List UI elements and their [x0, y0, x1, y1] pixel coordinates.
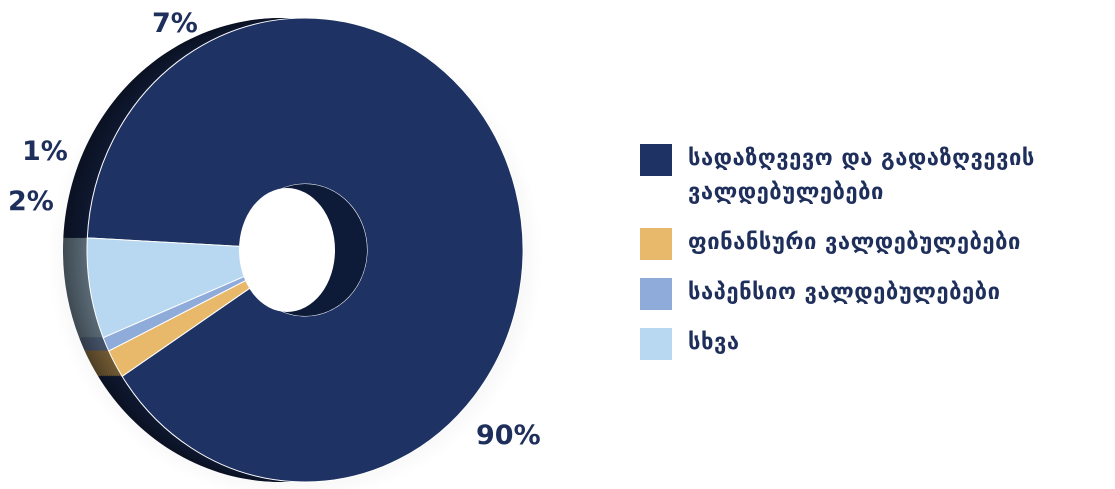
legend-label-financial: ფინანსური ვალდებულებები — [688, 230, 1021, 255]
legend-swatch-pension — [640, 278, 672, 310]
legend-label-pension: საპენსიო ვალდებულებები — [688, 280, 1001, 305]
legend-item-financial: ფინანსური ვალდებულებები — [640, 226, 1110, 260]
legend-item-pension: საპენსიო ვალდებულებები — [640, 276, 1110, 310]
legend-item-other: სხვა — [640, 326, 1110, 360]
chart-legend: სადაზღვევო და გადაზღვევის ვალდებულებები … — [640, 142, 1110, 376]
data-label-insurance: 90% — [476, 420, 541, 451]
legend-swatch-insurance — [640, 144, 672, 176]
legend-item-insurance: სადაზღვევო და გადაზღვევის ვალდებულებები — [640, 142, 1110, 210]
data-label-financial: 2% — [8, 186, 54, 217]
legend-swatch-financial — [640, 228, 672, 260]
legend-label-other: სხვა — [688, 330, 740, 355]
legend-label-insurance: სადაზღვევო და გადაზღვევის ვალდებულებები — [688, 146, 1035, 205]
data-label-other: 7% — [152, 8, 198, 39]
donut-chart-svg — [47, 14, 543, 489]
legend-swatch-other — [640, 328, 672, 360]
donut-hole — [239, 188, 335, 312]
data-label-pension: 1% — [22, 136, 68, 167]
donut-chart: 90% 2% 1% 7% — [8, 8, 543, 489]
